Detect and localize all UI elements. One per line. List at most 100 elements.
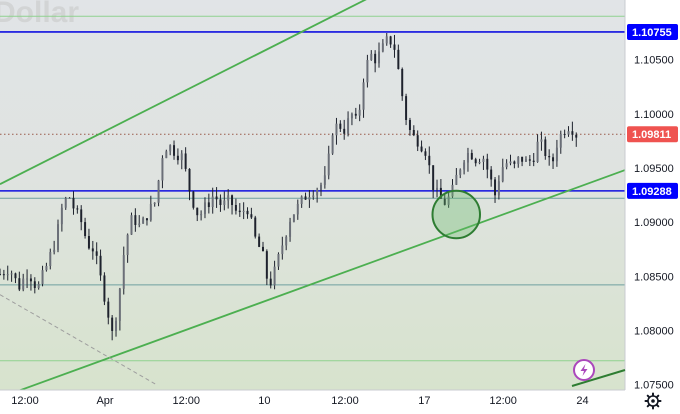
candle-body-49: [188, 168, 191, 192]
candle-body-79: [304, 196, 307, 200]
candle-body-146: [563, 133, 566, 135]
candle-body-8: [29, 278, 32, 282]
candle-body-31: [118, 288, 121, 321]
candle-body-18: [68, 197, 71, 199]
price-tag-0: [627, 23, 678, 40]
candle-body-42: [161, 158, 164, 181]
candle-body-26: [99, 255, 102, 276]
x-tick-label-3: 10: [258, 395, 270, 407]
candle-body-149: [575, 134, 578, 138]
lightning-icon[interactable]: [573, 359, 595, 381]
x-tick-layer: 12:00 Apr 12:00 10 12:00 17 12:00 24: [11, 395, 588, 407]
candle-body-100: [385, 36, 388, 44]
candle-body-131: [505, 163, 508, 168]
candle-body-104: [401, 69, 404, 97]
candle-body-17: [64, 198, 67, 208]
candle-body-63: [242, 210, 245, 213]
candle-body-24: [91, 248, 94, 252]
candle-body-64: [246, 210, 249, 215]
price-tag-label-0: 1.10755: [632, 27, 672, 39]
candle-body-142: [548, 155, 551, 158]
candle-body-109: [420, 146, 423, 152]
candle-body-95: [366, 59, 369, 83]
candle-body-76: [292, 214, 295, 222]
candle-body-39: [149, 203, 152, 221]
candle-body-138: [532, 160, 535, 162]
candle-body-10: [37, 284, 40, 289]
candle-body-43: [165, 151, 168, 159]
candle-body-106: [408, 119, 411, 131]
candle-body-129: [497, 181, 500, 196]
y-tick-label-5: 1.10000: [634, 109, 674, 121]
candle-body-140: [540, 139, 543, 142]
candle-body-29: [111, 317, 114, 331]
candle-body-114: [439, 187, 442, 199]
candle-body-102: [393, 44, 396, 50]
highlight-circle: [431, 189, 481, 240]
candle-body-15: [57, 224, 60, 250]
candle-body-96: [370, 53, 373, 60]
candle-body-30: [115, 320, 118, 331]
y-tick-label-0: 1.07500: [634, 380, 674, 392]
candle-body-72: [277, 254, 280, 267]
candle-body-53: [203, 202, 206, 215]
candle-body-77: [296, 203, 299, 215]
candle-body-97: [374, 53, 377, 64]
candle-body-132: [509, 161, 512, 164]
price-tag-label-2: 1.09288: [632, 186, 672, 198]
y-tick-label-6: 1.10500: [634, 55, 674, 67]
candle-body-115: [443, 198, 446, 205]
candle-body-50: [192, 191, 195, 208]
dashed-trend-line: [0, 294, 157, 386]
candle-body-62: [238, 210, 241, 213]
candle-body-112: [432, 165, 435, 190]
trend-line-stub: [571, 369, 626, 387]
candle-body-83: [319, 184, 322, 190]
candle-body-33: [126, 234, 129, 256]
candle-body-66: [254, 217, 257, 237]
candle-body-90: [347, 118, 350, 134]
plot-background: [0, 0, 625, 390]
candle-body-128: [494, 179, 497, 196]
candle-body-44: [169, 145, 172, 152]
candle-body-48: [184, 153, 187, 169]
candle-body-110: [424, 151, 427, 156]
candle-body-12: [45, 265, 48, 271]
y-tick-label-1: 1.08000: [634, 325, 674, 337]
candle-body-47: [180, 153, 183, 161]
candle-body-103: [397, 49, 400, 70]
candle-body-108: [416, 135, 419, 147]
candle-body-0: [0, 274, 1, 276]
y-tick-layer: 1.07500 1.08000 1.08500 1.09000 1.09500 1.100…: [634, 55, 674, 392]
trend-line-1: [0, 169, 626, 399]
candle-body-41: [157, 180, 160, 203]
candle-body-68: [261, 246, 264, 252]
candle-body-36: [138, 223, 141, 225]
candle-body-5: [18, 278, 21, 290]
candle-body-148: [571, 131, 574, 135]
candle-body-38: [145, 218, 148, 221]
symbol-watermark: Dollar: [0, 0, 79, 29]
candle-body-56: [215, 196, 218, 200]
candle-body-34: [130, 215, 133, 235]
candle-body-116: [447, 196, 450, 205]
candle-body-78: [300, 196, 303, 204]
candle-body-67: [258, 236, 261, 247]
candle-body-86: [331, 135, 334, 154]
candle-body-22: [84, 222, 87, 237]
x-tick-label-2: 12:00: [172, 395, 200, 407]
candle-body-58: [223, 200, 226, 206]
candle-body-37: [142, 218, 145, 224]
candle-body-118: [455, 174, 458, 185]
gear-icon[interactable]: [644, 392, 662, 410]
candle-body-57: [219, 199, 222, 206]
candles-layer: [0, 32, 578, 341]
candle-body-32: [122, 255, 125, 289]
candle-body-136: [524, 159, 527, 162]
candle-body-135: [521, 156, 524, 162]
candle-body-35: [134, 215, 137, 225]
candle-body-98: [378, 51, 381, 64]
candle-body-111: [428, 155, 431, 166]
